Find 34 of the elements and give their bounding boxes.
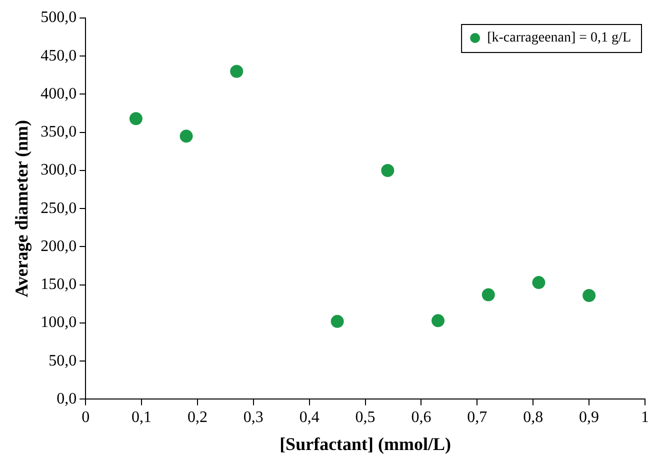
point [532,276,546,290]
x-tick-label: 0,1 [132,409,152,426]
y-axis-title: Average diameter (nm) [11,120,32,298]
x-tick-label: 0,7 [467,409,488,426]
y-tick-label: 100,0 [40,314,77,332]
y-tick-label: 300,0 [40,162,77,179]
point [482,288,495,302]
x-tick-label: 0,3 [243,409,264,426]
point [381,164,394,177]
x-tick-label: 0 [82,409,90,426]
y-tick-label: 450,0 [40,47,77,64]
y-tick-label: 250,0 [40,200,77,217]
point [432,314,445,328]
x-tick-label: 0,5 [355,409,376,426]
x-tick-label: 0,2 [187,409,208,426]
y-tick-label: 500,0 [40,9,77,26]
x-tick-label: 0,4 [299,409,320,426]
y-tick-label: 50,0 [48,352,77,370]
legend-label: [k-carrageenan] = 0,1 g/L [487,30,632,46]
point [582,289,596,302]
point [330,314,344,328]
y-tick-label: 150,0 [40,276,77,294]
point [230,64,244,78]
point [180,130,193,143]
y-tick-label: 350,0 [40,124,77,141]
x-axis-title: [Surfactant] (mmol/L) [280,434,452,454]
point [129,112,142,126]
y-tick-label: 400,0 [40,85,77,102]
y-tick-label: 0,0 [56,390,77,408]
x-tick-label: 1 [641,409,649,426]
x-tick-label: 0,6 [411,409,432,426]
x-tick-label: 0,8 [523,409,544,426]
y-tick-label: 200,0 [40,238,77,255]
x-tick-label: 0,9 [579,409,600,426]
